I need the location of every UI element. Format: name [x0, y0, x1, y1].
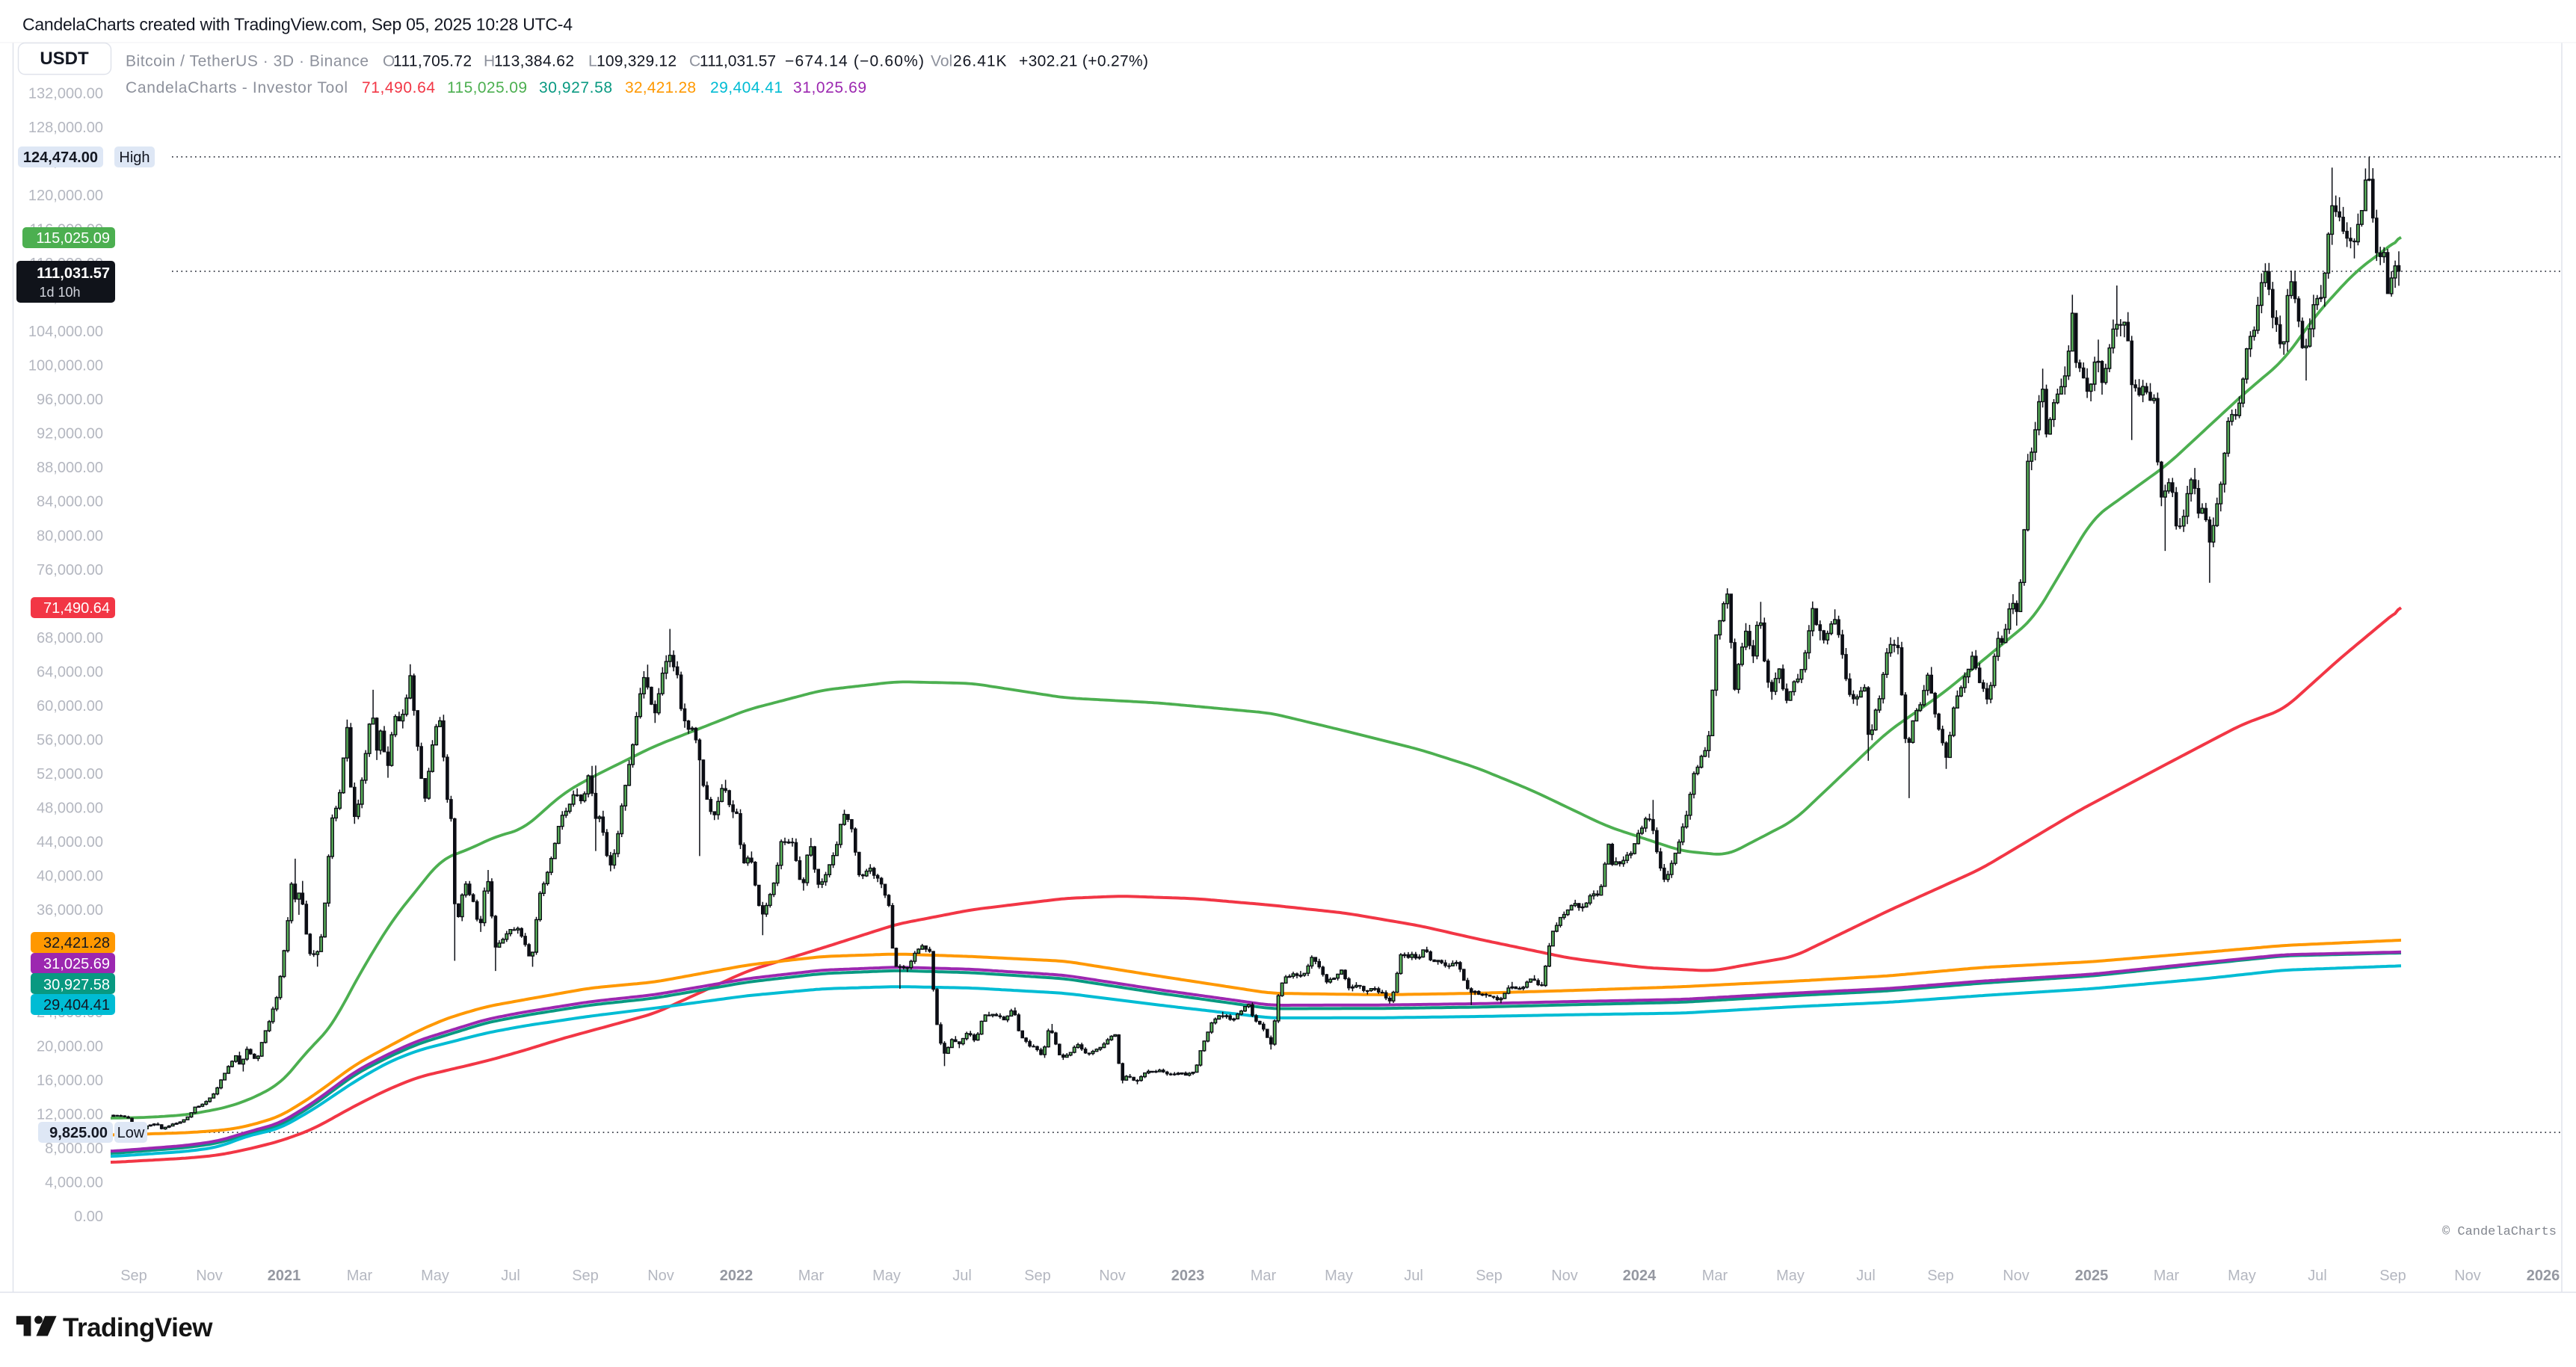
svg-text:115,025.09: 115,025.09: [36, 230, 110, 247]
svg-text:68,000.00: 68,000.00: [37, 630, 103, 647]
svg-text:Sep: Sep: [572, 1268, 599, 1284]
svg-text:12,000.00: 12,000.00: [37, 1106, 103, 1123]
svg-text:TradingView: TradingView: [63, 1313, 213, 1342]
svg-text:100,000.00: 100,000.00: [28, 358, 103, 374]
svg-text:May: May: [1325, 1268, 1353, 1284]
svg-text:O: O: [383, 53, 395, 70]
svg-text:Bitcoin / TetherUS · 3D · Bina: Bitcoin / TetherUS · 3D · Binance: [126, 53, 369, 70]
svg-text:Mar: Mar: [1251, 1268, 1277, 1284]
svg-text:© CandelaCharts: © CandelaCharts: [2442, 1225, 2557, 1239]
svg-text:Nov: Nov: [647, 1268, 674, 1284]
svg-text:+302.21 (+0.27%): +302.21 (+0.27%): [1019, 53, 1148, 70]
svg-text:109,329.12: 109,329.12: [597, 53, 677, 70]
svg-text:0.00: 0.00: [74, 1209, 103, 1225]
svg-text:64,000.00: 64,000.00: [37, 664, 103, 680]
svg-text:−674.14 (−0.60%): −674.14 (−0.60%): [785, 53, 924, 70]
svg-text:Jul: Jul: [2308, 1268, 2327, 1284]
svg-text:Low: Low: [117, 1125, 145, 1141]
svg-text:111,705.72: 111,705.72: [393, 53, 472, 70]
svg-text:128,000.00: 128,000.00: [28, 120, 103, 136]
svg-text:104,000.00: 104,000.00: [28, 324, 103, 340]
svg-text:31,025.69: 31,025.69: [43, 956, 110, 972]
svg-text:32,421.28: 32,421.28: [43, 935, 110, 951]
svg-text:60,000.00: 60,000.00: [37, 698, 103, 715]
svg-text:2025: 2025: [2075, 1268, 2109, 1284]
svg-text:Jul: Jul: [1856, 1268, 1876, 1284]
svg-text:Nov: Nov: [1551, 1268, 1578, 1284]
svg-text:2023: 2023: [1171, 1268, 1205, 1284]
svg-text:Nov: Nov: [1099, 1268, 1126, 1284]
svg-text:High: High: [119, 149, 150, 166]
svg-text:May: May: [1776, 1268, 1805, 1284]
svg-text:48,000.00: 48,000.00: [37, 800, 103, 817]
svg-text:Jul: Jul: [1404, 1268, 1423, 1284]
svg-text:80,000.00: 80,000.00: [37, 528, 103, 544]
svg-text:9,825.00: 9,825.00: [49, 1125, 108, 1141]
svg-text:115,025.09: 115,025.09: [447, 79, 527, 96]
svg-text:29,404.41: 29,404.41: [43, 997, 110, 1013]
svg-text:2026: 2026: [2527, 1268, 2560, 1284]
svg-text:124,474.00: 124,474.00: [23, 149, 98, 166]
svg-text:May: May: [421, 1268, 449, 1284]
svg-text:20,000.00: 20,000.00: [37, 1038, 103, 1055]
svg-text:111,031.57: 111,031.57: [37, 265, 110, 282]
svg-text:76,000.00: 76,000.00: [37, 562, 103, 578]
svg-text:31,025.69: 31,025.69: [793, 79, 866, 96]
svg-text:2024: 2024: [1623, 1268, 1657, 1284]
svg-text:2022: 2022: [720, 1268, 754, 1284]
svg-text:29,404.41: 29,404.41: [710, 79, 783, 96]
svg-text:Nov: Nov: [2454, 1268, 2481, 1284]
svg-text:120,000.00: 120,000.00: [28, 188, 103, 204]
svg-text:26.41K: 26.41K: [953, 53, 1008, 70]
svg-text:Nov: Nov: [196, 1268, 223, 1284]
svg-text:111,031.57: 111,031.57: [700, 53, 776, 70]
svg-text:Jul: Jul: [952, 1268, 972, 1284]
svg-text:8,000.00: 8,000.00: [45, 1141, 103, 1157]
svg-text:Sep: Sep: [1024, 1268, 1051, 1284]
svg-text:1d 10h: 1d 10h: [39, 285, 80, 300]
svg-text:32,421.28: 32,421.28: [625, 79, 696, 96]
svg-text:132,000.00: 132,000.00: [28, 85, 103, 102]
svg-text:L: L: [588, 53, 597, 70]
svg-text:30,927.58: 30,927.58: [539, 79, 612, 96]
svg-text:CandelaCharts created with Tra: CandelaCharts created with TradingView.c…: [22, 15, 573, 34]
svg-text:Sep: Sep: [120, 1268, 147, 1284]
svg-text:Sep: Sep: [1476, 1268, 1503, 1284]
svg-text:H: H: [484, 53, 495, 70]
svg-text:Sep: Sep: [2379, 1268, 2406, 1284]
svg-text:52,000.00: 52,000.00: [37, 766, 103, 783]
svg-text:16,000.00: 16,000.00: [37, 1073, 103, 1089]
svg-text:113,384.62: 113,384.62: [494, 53, 574, 70]
svg-text:71,490.64: 71,490.64: [362, 79, 435, 96]
svg-text:36,000.00: 36,000.00: [37, 902, 103, 919]
svg-text:Nov: Nov: [2003, 1268, 2030, 1284]
svg-text:May: May: [2228, 1268, 2256, 1284]
svg-text:44,000.00: 44,000.00: [37, 834, 103, 851]
svg-text:71,490.64: 71,490.64: [43, 600, 110, 617]
svg-text:Mar: Mar: [798, 1268, 825, 1284]
svg-text:USDT: USDT: [40, 49, 89, 69]
svg-text:Vol: Vol: [931, 53, 952, 70]
svg-text:92,000.00: 92,000.00: [37, 426, 103, 442]
svg-text:Mar: Mar: [347, 1268, 373, 1284]
svg-text:Mar: Mar: [1702, 1268, 1728, 1284]
svg-text:84,000.00: 84,000.00: [37, 494, 103, 510]
svg-text:30,927.58: 30,927.58: [43, 977, 110, 993]
svg-text:Mar: Mar: [2154, 1268, 2180, 1284]
svg-text:2021: 2021: [268, 1268, 301, 1284]
svg-text:4,000.00: 4,000.00: [45, 1175, 103, 1191]
svg-text:56,000.00: 56,000.00: [37, 732, 103, 749]
svg-text:88,000.00: 88,000.00: [37, 460, 103, 476]
svg-text:Jul: Jul: [501, 1268, 520, 1284]
svg-text:C: C: [689, 53, 700, 70]
svg-text:CandelaCharts - Investor Tool: CandelaCharts - Investor Tool: [126, 79, 348, 96]
svg-text:96,000.00: 96,000.00: [37, 392, 103, 408]
svg-text:Sep: Sep: [1927, 1268, 1954, 1284]
svg-text:40,000.00: 40,000.00: [37, 868, 103, 885]
svg-text:May: May: [872, 1268, 901, 1284]
